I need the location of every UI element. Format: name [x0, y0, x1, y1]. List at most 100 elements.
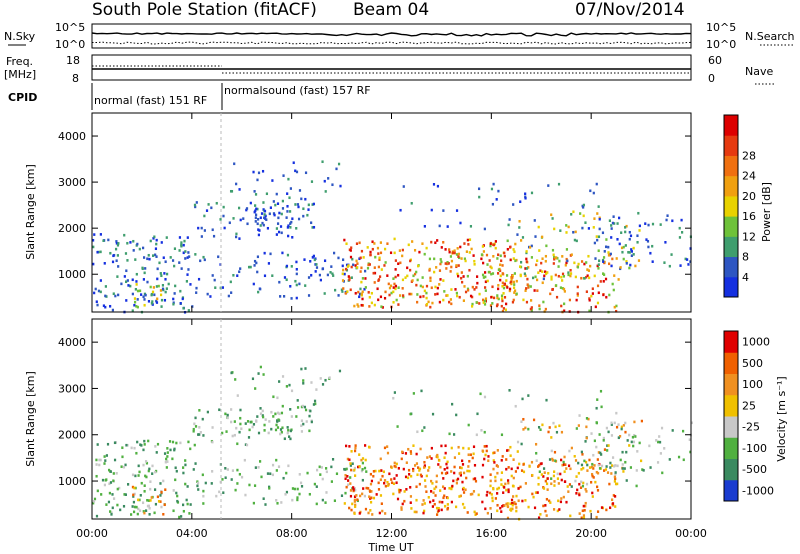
- range-time-cell: [469, 453, 472, 457]
- range-time-cell: [371, 513, 374, 516]
- range-time-cell: [522, 428, 525, 431]
- range-time-cell: [181, 503, 185, 507]
- range-time-cell: [291, 487, 295, 490]
- range-time-cell: [283, 294, 286, 298]
- range-time-cell: [591, 287, 594, 291]
- range-time-cell: [360, 469, 364, 473]
- range-time-cell: [231, 469, 235, 472]
- range-time-cell: [156, 495, 159, 499]
- range-time-cell: [433, 502, 436, 506]
- range-time-cell: [109, 470, 112, 473]
- range-time-cell: [314, 402, 317, 406]
- range-time-cell: [280, 501, 283, 504]
- range-time-cell: [202, 494, 205, 498]
- velocity-data: [92, 365, 693, 521]
- range-time-cell: [625, 479, 628, 482]
- range-time-cell: [239, 408, 242, 412]
- range-time-cell: [346, 457, 349, 461]
- range-time-cell: [399, 488, 402, 492]
- range-time-cell: [237, 206, 241, 210]
- range-time-cell: [591, 491, 594, 495]
- range-time-cell: [134, 486, 137, 490]
- range-time-cell: [591, 462, 594, 466]
- range-time-cell: [324, 378, 327, 382]
- range-time-cell: [271, 473, 275, 477]
- range-time-cell: [133, 492, 136, 496]
- range-time-cell: [347, 479, 350, 482]
- range-time-cell: [668, 264, 671, 268]
- range-time-cell: [463, 257, 467, 261]
- colorbar-swatch: [724, 331, 738, 353]
- range-time-cell: [549, 501, 552, 504]
- range-time-cell: [349, 462, 352, 465]
- range-time-cell: [596, 510, 600, 513]
- range-time-cell: [153, 293, 156, 297]
- range-time-cell: [609, 466, 612, 469]
- beam-title: Beam 04: [353, 0, 429, 20]
- range-time-cell: [576, 292, 579, 295]
- range-time-cell: [374, 255, 377, 259]
- range-time-cell: [383, 296, 387, 300]
- range-time-cell: [143, 303, 146, 307]
- range-time-cell: [230, 371, 233, 375]
- range-time-cell: [243, 458, 246, 462]
- velocity-colorbar-label: Velocity [m s⁻¹]: [775, 376, 788, 461]
- range-time-cell: [416, 278, 419, 282]
- range-time-cell: [409, 268, 412, 272]
- range-time-cell: [280, 411, 284, 415]
- range-time-cell: [276, 420, 279, 423]
- range-time-cell: [222, 491, 225, 495]
- range-time-cell: [501, 455, 504, 458]
- range-time-cell: [358, 295, 361, 299]
- range-time-cell: [379, 478, 382, 482]
- range-time-cell: [178, 236, 182, 239]
- range-time-cell: [591, 292, 594, 295]
- range-time-cell: [470, 247, 473, 251]
- range-time-cell: [409, 259, 412, 263]
- range-time-cell: [492, 486, 495, 490]
- range-time-cell: [315, 263, 318, 266]
- range-time-cell: [628, 444, 631, 447]
- range-time-cell: [357, 290, 360, 294]
- range-time-cell: [200, 226, 203, 230]
- range-time-cell: [252, 282, 255, 286]
- range-time-cell: [450, 259, 454, 263]
- range-time-cell: [251, 377, 255, 381]
- range-time-cell: [608, 219, 612, 223]
- range-time-cell: [465, 476, 468, 480]
- time-tick-label: 12:00: [376, 527, 408, 540]
- range-time-cell: [285, 216, 288, 219]
- range-time-cell: [149, 499, 152, 502]
- range-time-cell: [490, 493, 493, 496]
- range-time-cell: [502, 286, 506, 290]
- range-time-cell: [499, 506, 502, 510]
- range-time-cell: [147, 439, 150, 443]
- range-time-cell: [428, 466, 431, 469]
- range-time-cell: [228, 221, 231, 225]
- range-time-cell: [496, 449, 499, 452]
- range-time-cell: [345, 485, 348, 489]
- range-time-cell: [496, 294, 499, 297]
- range-time-cell: [502, 272, 505, 276]
- range-time-cell: [625, 224, 628, 228]
- range-time-cell: [418, 467, 422, 471]
- range-time-cell: [530, 191, 534, 195]
- range-time-cell: [155, 451, 158, 454]
- range-time-cell: [540, 473, 543, 476]
- range-time-cell: [232, 273, 235, 277]
- range-time-cell: [545, 398, 548, 402]
- range-time-cell: [609, 506, 612, 510]
- range-time-cell: [547, 430, 550, 434]
- range-time-cell: [343, 272, 346, 276]
- range-time-cell: [430, 446, 433, 450]
- range-time-cell: [457, 445, 460, 449]
- range-time-cell: [602, 279, 605, 283]
- range-time-cell: [508, 389, 511, 392]
- range-time-cell: [515, 279, 518, 283]
- range-time-cell: [646, 239, 650, 243]
- range-time-cell: [298, 282, 301, 286]
- range-time-cell: [478, 292, 481, 296]
- range-time-cell: [610, 421, 613, 425]
- range-time-cell: [231, 434, 234, 438]
- range-time-cell: [513, 289, 517, 293]
